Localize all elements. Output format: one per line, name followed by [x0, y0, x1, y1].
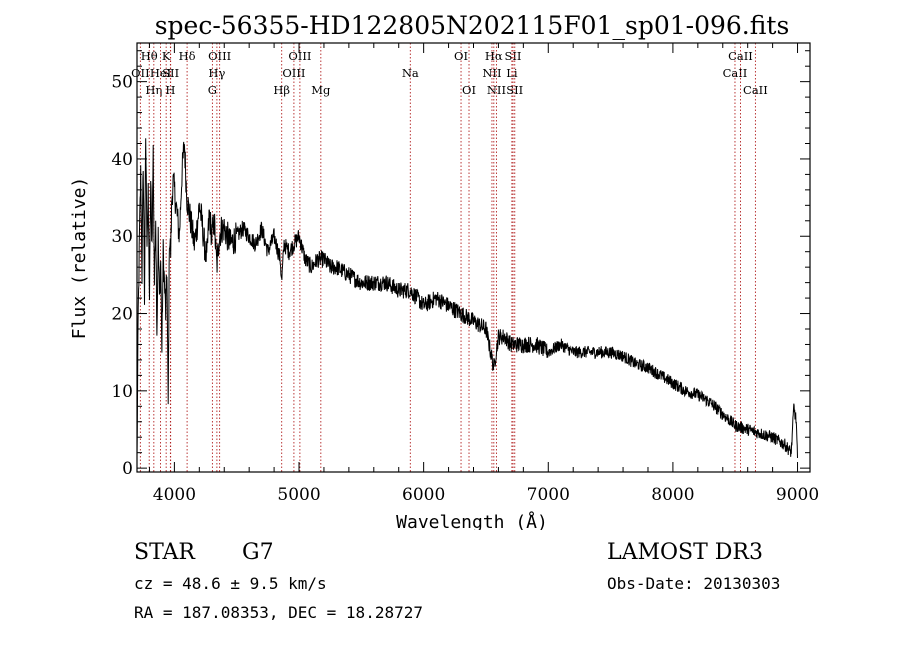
x-tick-label: 5000 — [277, 485, 320, 505]
line-marker-label: Hδ — [179, 49, 196, 63]
line-marker-label: SII — [505, 49, 522, 63]
line-marker-label: OIII — [208, 49, 231, 63]
line-marker-label: Hη — [145, 83, 162, 97]
line-marker-label: SII — [162, 66, 179, 80]
y-tick-label: 30 — [111, 227, 133, 247]
line-marker-label: Na — [402, 66, 419, 80]
y-tick-label: 20 — [111, 305, 133, 325]
line-markers: OII Hθ Hη HeI K SII H Hδ OIII Hγ G Hβ OIII OIII Mg Na OI… — [131, 43, 768, 472]
line-marker-label: OIII — [282, 66, 305, 80]
x-axis: 4000 5000 6000 7000 8000 9000 — [148, 43, 819, 505]
line-marker-label: CaII — [743, 83, 768, 97]
line-marker-label: OI — [462, 83, 476, 97]
y-tick-label: 0 — [122, 459, 133, 479]
object-class: STAR — [134, 540, 195, 565]
x-tick-label: 6000 — [402, 485, 445, 505]
chart-title: spec-56355-HD122805N202115F01_sp01-096.f… — [155, 11, 790, 40]
line-marker-label: Hα — [485, 49, 503, 63]
survey-name: LAMOST DR3 — [607, 540, 763, 565]
line-marker-label: Hβ — [273, 83, 290, 97]
line-marker-label: OIII — [288, 49, 311, 63]
line-marker-label: CaII — [723, 66, 748, 80]
line-marker-label: G — [208, 83, 217, 97]
y-tick-label: 40 — [111, 150, 133, 170]
object-subclass: G7 — [242, 540, 274, 565]
x-tick-label: 8000 — [651, 485, 694, 505]
observation-date: Obs-Date: 20130303 — [607, 574, 781, 593]
line-marker-label: HeI — [150, 66, 171, 80]
x-axis-label: Wavelength (Å) — [396, 511, 548, 530]
spectrum-series — [136, 138, 798, 459]
line-marker-label: NII — [487, 83, 506, 97]
line-marker-label: Hθ — [141, 49, 158, 63]
plot-frame — [136, 42, 811, 473]
spectrum-line — [136, 138, 798, 459]
line-marker-label: Hγ — [208, 66, 225, 80]
line-marker-label: CaII — [728, 49, 753, 63]
line-marker-label: NII — [482, 66, 501, 80]
line-marker-label: OI — [454, 49, 468, 63]
line-marker-label: OII — [131, 66, 150, 80]
line-marker-label: Li — [506, 66, 518, 80]
x-tick-label: 7000 — [527, 485, 570, 505]
coordinates: RA = 187.08353, DEC = 18.28727 — [134, 603, 423, 622]
line-marker-label: Mg — [311, 83, 331, 97]
line-marker-label: K — [162, 49, 171, 63]
x-tick-label: 4000 — [153, 485, 196, 505]
redshift-cz: cz = 48.6 ± 9.5 km/s — [134, 574, 327, 593]
x-tick-label: 9000 — [776, 485, 819, 505]
line-marker-label: SII — [506, 83, 523, 97]
y-tick-label: 10 — [111, 382, 133, 402]
y-tick-label: 50 — [111, 73, 133, 93]
line-marker-label: H — [165, 83, 175, 97]
y-axis-label: Flux (relative) — [69, 177, 90, 340]
spectrum-chart: spec-56355-HD122805N202115F01_sp01-096.f… — [69, 11, 819, 530]
y-axis: 0 10 20 30 40 50 — [111, 50, 810, 479]
